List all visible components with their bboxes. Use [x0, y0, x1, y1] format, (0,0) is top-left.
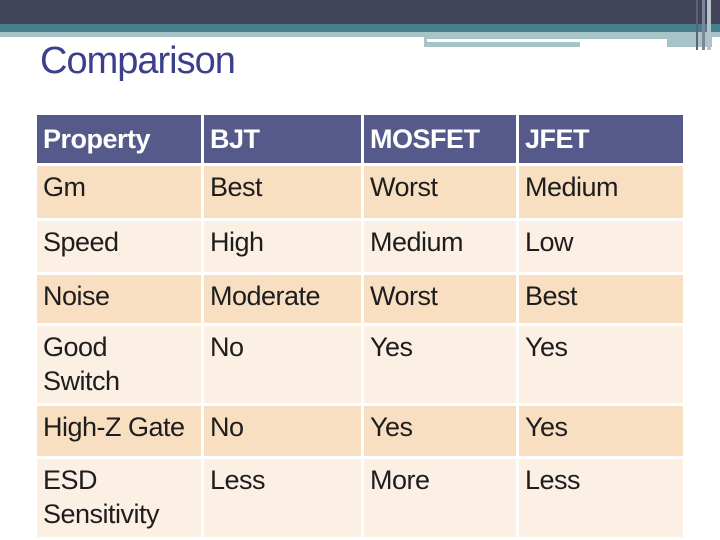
right-accent-stripe	[696, 0, 698, 50]
slide-title: Comparison	[40, 40, 236, 82]
top-bar-teal	[0, 24, 720, 32]
header-cell-jfet: JFET	[519, 115, 683, 163]
header-cell-bjt: BJT	[204, 115, 361, 163]
table-cell: Best	[204, 166, 361, 218]
comparison-table: Property BJT MOSFET JFET Gm Best Worst M…	[37, 115, 683, 537]
table-cell: Moderate	[204, 275, 361, 323]
top-bar-dark	[0, 0, 720, 24]
table-cell: No	[204, 406, 361, 456]
table-cell: Worst	[364, 166, 516, 218]
table-cell: Medium	[364, 221, 516, 272]
top-bar-light-teal	[0, 32, 720, 37]
table-cell: Medium	[519, 166, 683, 218]
table-cell: Yes	[364, 326, 516, 403]
header-accent-white-notch	[580, 42, 667, 47]
table-cell: Yes	[364, 406, 516, 456]
right-accent-stripe	[707, 0, 711, 50]
table-cell: Worst	[364, 275, 516, 323]
table-cell: More	[364, 459, 516, 537]
table-cell: Yes	[519, 326, 683, 403]
table-cell-property: Speed	[37, 221, 201, 272]
header-cell-property: Property	[37, 115, 201, 163]
table-cell: No	[204, 326, 361, 403]
table-cell: Less	[519, 459, 683, 537]
table-cell: Best	[519, 275, 683, 323]
table-cell-property: Noise	[37, 275, 201, 323]
table-cell-property: Gm	[37, 166, 201, 218]
right-accent-stripe	[702, 0, 705, 50]
table-cell-property: High-Z Gate	[37, 406, 201, 456]
header-accent-white-line	[427, 39, 667, 42]
table-cell: Less	[204, 459, 361, 537]
table-cell-property: ESD Sensitivity	[37, 459, 201, 537]
table-cell: Low	[519, 221, 683, 272]
table-cell: Yes	[519, 406, 683, 456]
table-cell-property: Good Switch	[37, 326, 201, 403]
header-cell-mosfet: MOSFET	[364, 115, 516, 163]
table-cell: High	[204, 221, 361, 272]
